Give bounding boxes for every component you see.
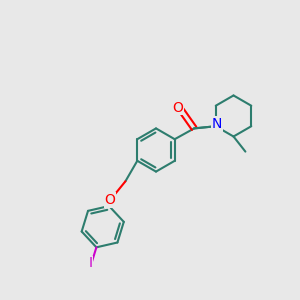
Text: O: O <box>104 193 115 207</box>
Text: N: N <box>212 117 222 131</box>
Text: I: I <box>88 256 92 270</box>
Text: O: O <box>173 100 184 115</box>
